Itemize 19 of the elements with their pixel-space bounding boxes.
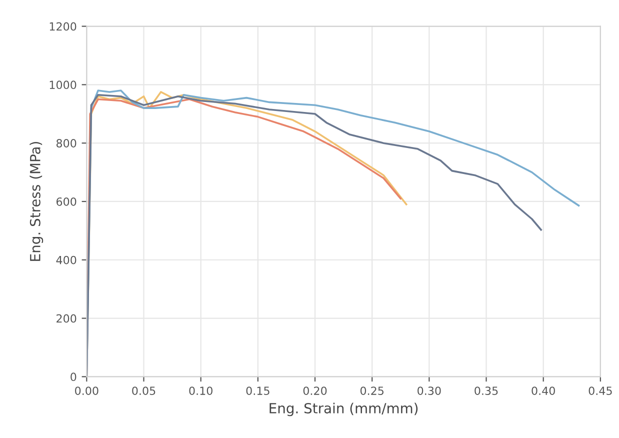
y-tick-label: 1200 — [50, 22, 76, 31]
x-tick-label: 0.20 — [303, 386, 327, 396]
x-tick-label: 0.40 — [532, 386, 555, 396]
x-tick-label: 0.35 — [474, 386, 498, 396]
x-tick-label: 0.15 — [246, 386, 270, 396]
x-tick-label: 0.10 — [189, 386, 212, 396]
x-tick-label: 0.00 — [75, 386, 98, 396]
y-tick-label: 400 — [56, 256, 76, 264]
x-tick-label: 0.45 — [588, 386, 612, 396]
y-axis-title: Eng. Stress (MPa) — [30, 142, 44, 261]
y-tick-label: 800 — [56, 139, 76, 148]
y-tick-label: 600 — [56, 197, 76, 206]
y-tick-label: 1000 — [50, 80, 76, 90]
x-tick-label: 0.30 — [418, 386, 441, 396]
y-tick-label: 200 — [56, 314, 76, 323]
x-tick-label: 0.25 — [360, 386, 384, 396]
y-tick-label: 0 — [70, 372, 76, 382]
x-tick-label: 0.05 — [132, 386, 156, 396]
x-axis-title: Eng. Strain (mm/mm) — [270, 402, 418, 416]
